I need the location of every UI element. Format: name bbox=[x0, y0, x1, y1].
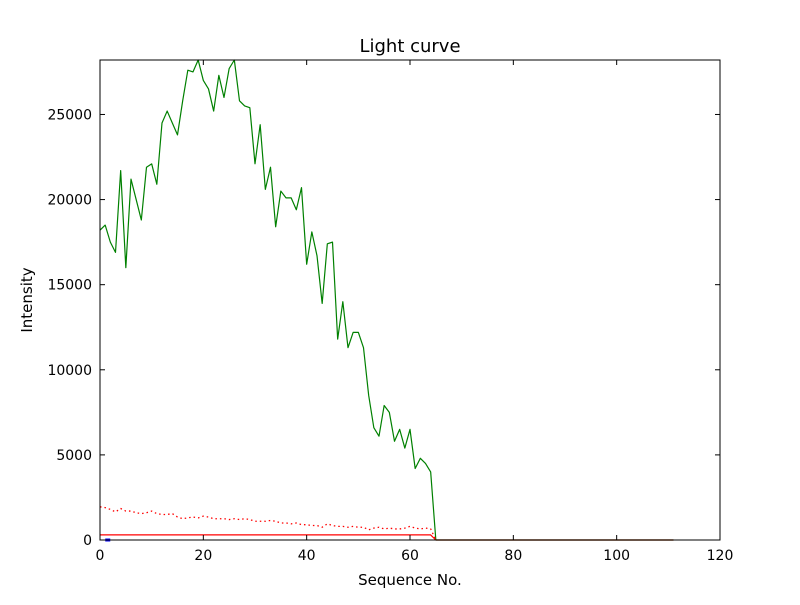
plot-frame bbox=[99, 59, 721, 541]
y-axis-label: Intensity bbox=[18, 267, 36, 332]
x-tick-label-100: 100 bbox=[603, 548, 630, 564]
y-tick-label-5000: 5000 bbox=[56, 448, 92, 464]
x-tick-label-0: 0 bbox=[96, 548, 105, 564]
y-tick-label-10000: 10000 bbox=[47, 363, 92, 379]
series-line-3 bbox=[100, 534, 674, 541]
x-tick-label-120: 120 bbox=[707, 548, 734, 564]
y-tick-label-25000: 25000 bbox=[47, 107, 92, 123]
x-tick-label-80: 80 bbox=[504, 548, 522, 564]
x-tick-label-20: 20 bbox=[194, 548, 212, 564]
y-tick-label-20000: 20000 bbox=[47, 193, 92, 209]
series-line-2 bbox=[99, 506, 437, 541]
y-tick-label-0: 0 bbox=[83, 533, 92, 549]
plot-marks bbox=[99, 59, 674, 542]
x-tick-label-60: 60 bbox=[401, 548, 419, 564]
y-tick-label-15000: 15000 bbox=[47, 278, 92, 294]
axis-ticks: 0 20 40 60 80 100 120 0 5000 10000 15000 20000 25000 bbox=[47, 60, 733, 564]
chart-title: Light curve bbox=[359, 36, 460, 57]
x-tick-label-40: 40 bbox=[298, 548, 316, 564]
x-axis-label: Sequence No. bbox=[358, 571, 462, 589]
series-line-1 bbox=[99, 59, 674, 541]
